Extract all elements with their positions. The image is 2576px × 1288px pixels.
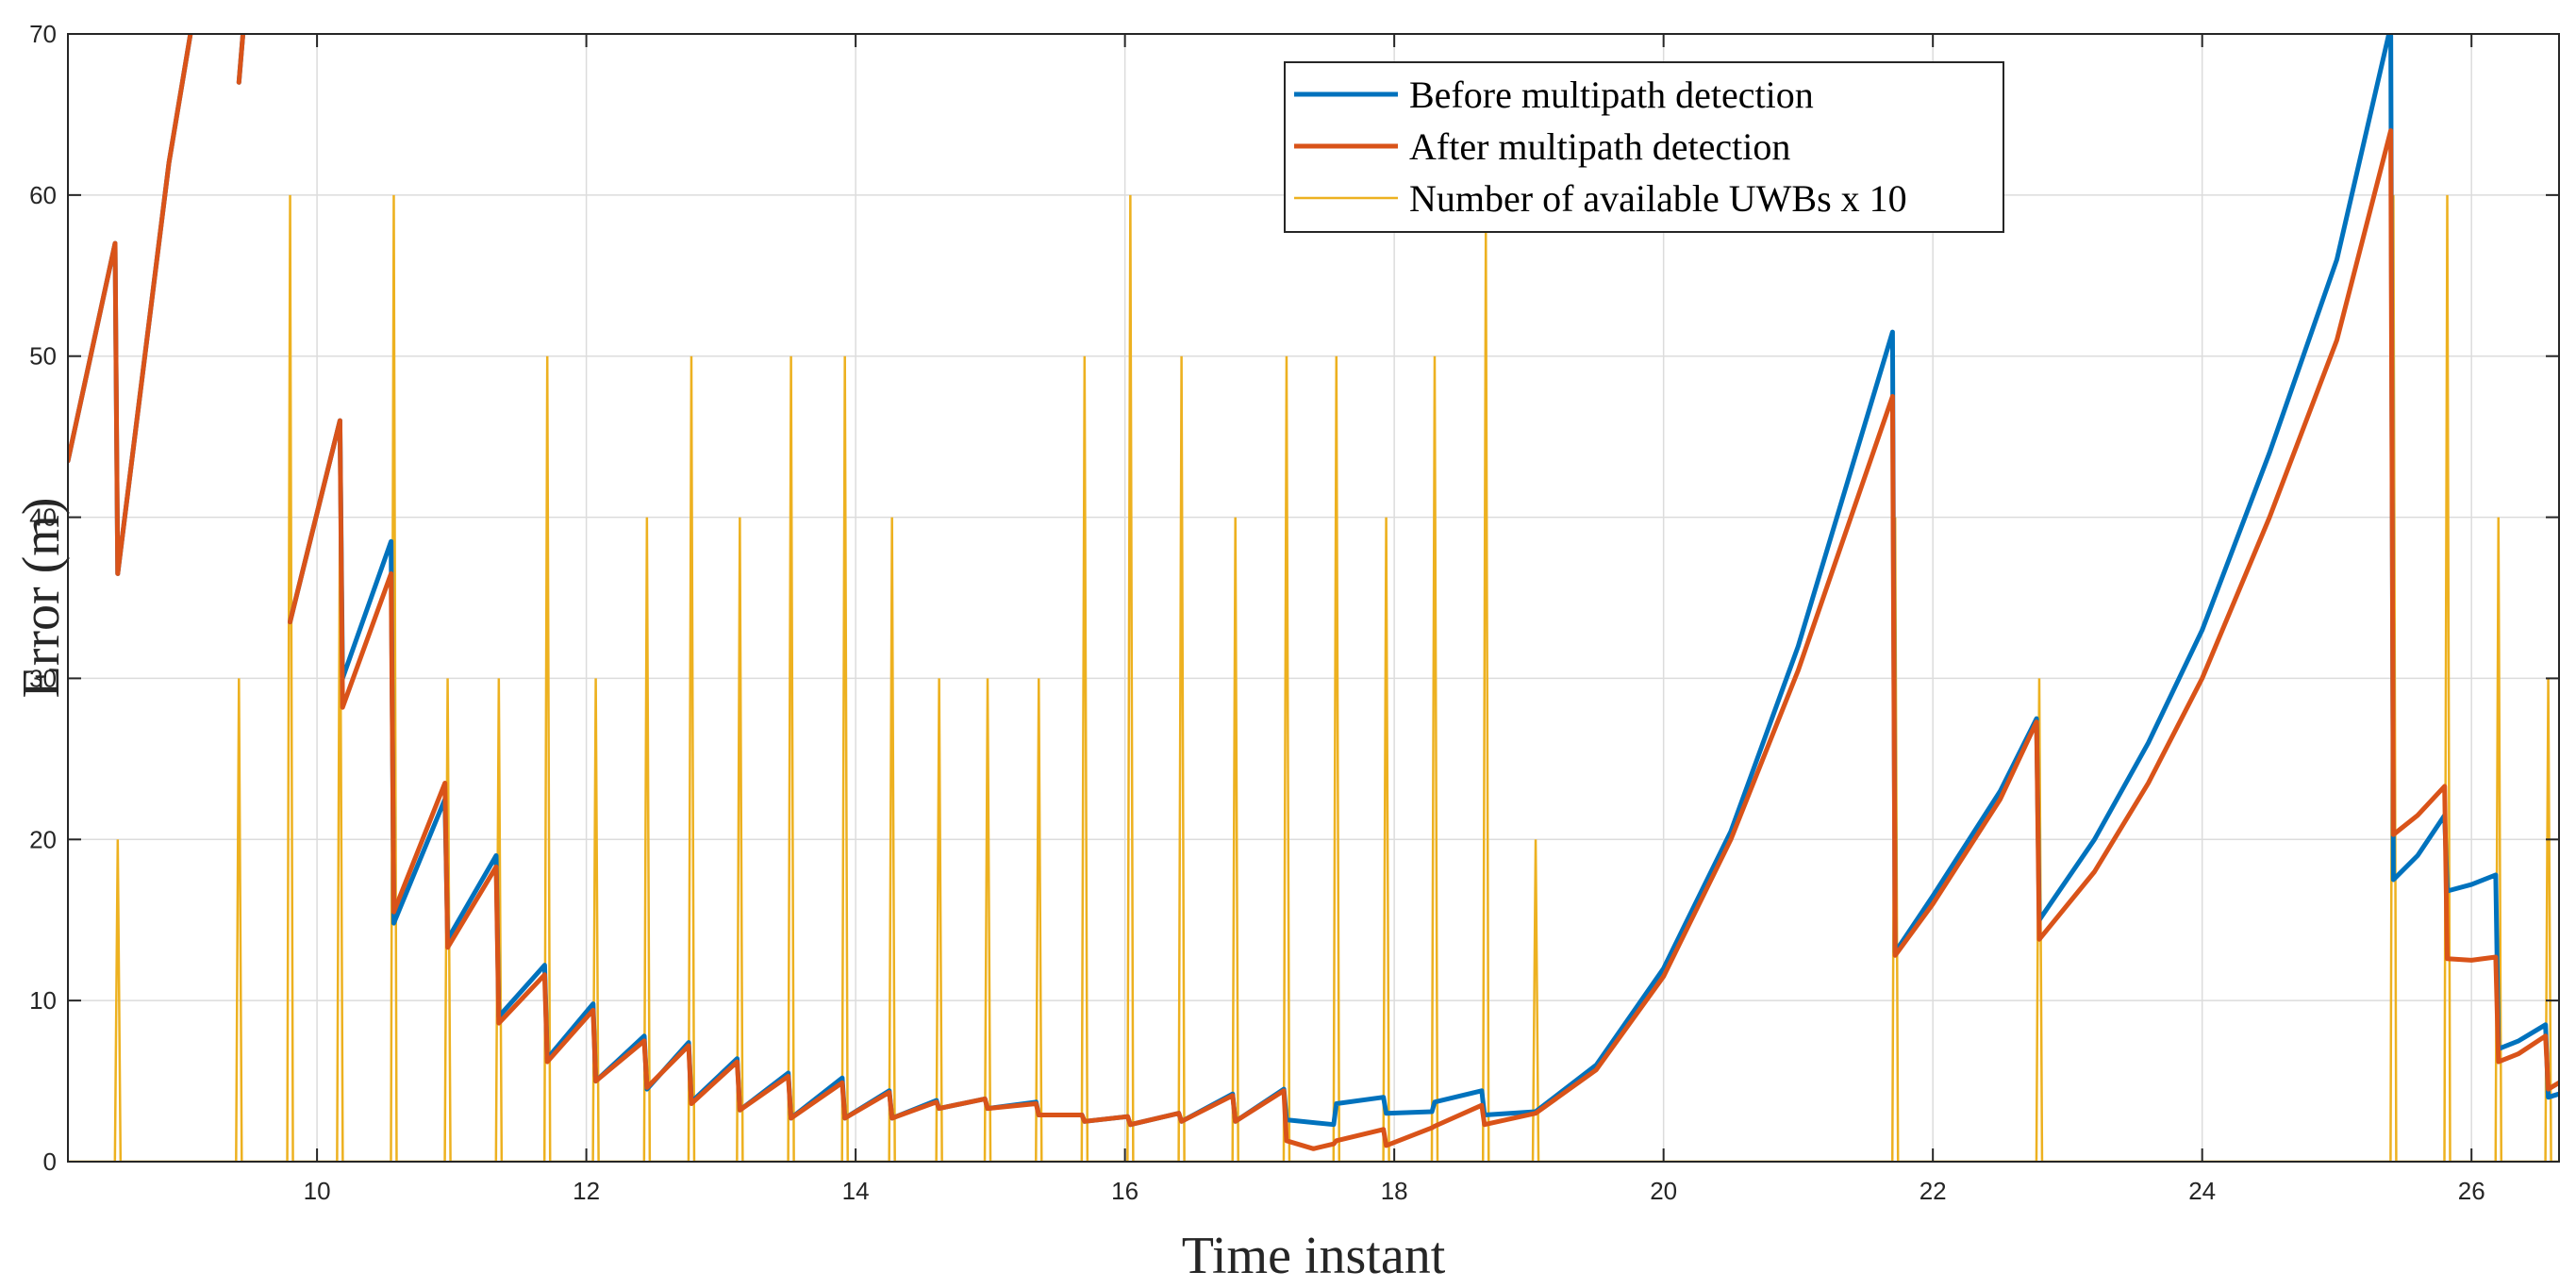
y-tick-label: 20 [29,825,57,853]
series-line-after [236,34,246,85]
x-axis-label: Time instant [1182,1227,1446,1285]
y-tick-label: 50 [29,342,57,371]
y-tick-label: 10 [29,986,57,1015]
series-line-after [68,34,193,576]
y-tick-label: 0 [43,1148,57,1176]
series-layer [68,34,2559,1162]
legend-entry-before: Before multipath detection [1409,74,1814,116]
legend: Before multipath detection After multipa… [1284,61,2004,233]
y-tick-label: 70 [29,20,57,48]
x-tick-label: 26 [2458,1177,2485,1205]
series-line-after [288,128,2559,1151]
tick-layer: 10 12 14 16 18 20 22 24 26 0 10 20 30 40 50 60 70 [29,20,2559,1205]
x-tick-label: 16 [1111,1177,1138,1205]
legend-entry-after: After multipath detection [1409,125,1790,168]
legend-entry-uwb: Number of available UWBs x 10 [1409,177,1907,220]
y-tick-label: 40 [29,504,57,532]
x-tick-label: 18 [1381,1177,1408,1205]
x-tick-label: 12 [573,1177,600,1205]
x-tick-label: 24 [2188,1177,2216,1205]
x-tick-label: 20 [1650,1177,1677,1205]
x-tick-label: 22 [1920,1177,1947,1205]
y-axis-label: Error (m) [12,497,71,698]
y-tick-label: 30 [29,664,57,692]
legend-box [1284,61,2004,233]
x-tick-label: 14 [842,1177,870,1205]
x-tick-label: 10 [304,1177,331,1205]
axes-frame [67,33,2560,1163]
y-tick-label: 60 [29,181,57,209]
